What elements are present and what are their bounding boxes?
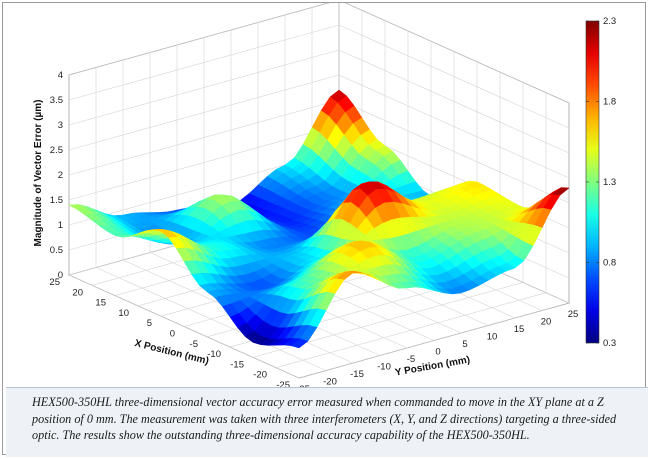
colorbar-tick-label: 1.3 xyxy=(603,177,616,188)
colorbar-tick-label: 0.8 xyxy=(603,258,616,269)
grid-line xyxy=(68,49,340,126)
x-tick-label: 20 xyxy=(72,287,83,298)
z-tick-label: 1.5 xyxy=(50,195,63,206)
grid-line xyxy=(68,274,300,379)
grid-line xyxy=(68,99,340,176)
x-tick-label: 10 xyxy=(118,308,129,319)
x-tick-label: -20 xyxy=(253,370,267,381)
grid-line xyxy=(68,124,340,201)
x-axis-label: X Position (mm) xyxy=(133,338,210,367)
x-tick-label: 0 xyxy=(170,329,175,340)
y-tick-label: -20 xyxy=(323,377,337,388)
y-tick-label: -15 xyxy=(350,369,364,380)
x-tick-label: 5 xyxy=(147,318,152,329)
grid-line xyxy=(338,24,570,129)
figure-caption: HEX500-350HL three-dimensional vector ac… xyxy=(6,387,648,457)
grid-line xyxy=(338,99,570,204)
y-tick-label: -10 xyxy=(377,362,391,373)
x-tick-label: 15 xyxy=(95,298,106,309)
z-axis-label: Magnitude of Vector Error (µm) xyxy=(33,100,44,247)
z-tick-label: 2 xyxy=(58,170,63,181)
z-tick-label: 1 xyxy=(58,220,63,231)
z-tick-label: 2.5 xyxy=(50,145,63,156)
surface-chart: -25-20-15-10-50510152025-25-20-15-10-505… xyxy=(33,3,616,387)
y-tick-label: 5 xyxy=(462,339,467,350)
grid-line xyxy=(338,49,570,154)
z-tick-label: 3.5 xyxy=(50,95,63,106)
surface-patch xyxy=(291,338,309,349)
x-tick-label: -10 xyxy=(207,349,221,360)
grid-line xyxy=(68,74,340,151)
error-surface xyxy=(68,89,570,349)
z-tick-label: 0.5 xyxy=(50,245,63,256)
grid-line xyxy=(338,74,570,179)
y-tick-label: 15 xyxy=(514,324,525,335)
y-tick-label: -25 xyxy=(296,384,310,387)
z-tick-label: 3 xyxy=(58,120,63,131)
tick-labels: -25-20-15-10-50510152025-25-20-15-10-505… xyxy=(49,70,578,387)
z-tick-label: 4 xyxy=(58,70,63,81)
y-tick-label: 0 xyxy=(435,347,440,358)
x-tick-label: 25 xyxy=(49,277,60,288)
grid-line xyxy=(95,267,327,371)
x-tick-label: -5 xyxy=(190,339,198,350)
grid-line xyxy=(68,24,340,101)
x-tick-label: -15 xyxy=(230,359,244,370)
y-axis-label: Y Position (mm) xyxy=(394,355,471,379)
colorbar: 2.3 1.8 1.3 0.8 0.3 xyxy=(585,16,616,349)
x-tick-label: -25 xyxy=(276,380,290,387)
z-tick-label: 0 xyxy=(58,270,63,281)
grid-line xyxy=(344,3,570,104)
y-tick-label: 25 xyxy=(568,309,579,320)
y-tick-label: 20 xyxy=(541,317,552,328)
y-tick-label: -5 xyxy=(407,354,415,365)
colorbar-tick-label: 1.8 xyxy=(603,97,616,108)
colorbar-tick-label: 0.3 xyxy=(603,338,616,349)
colorbar-tick-label: 2.3 xyxy=(603,16,616,27)
y-tick-label: 10 xyxy=(487,332,498,343)
grid-line xyxy=(68,3,330,76)
